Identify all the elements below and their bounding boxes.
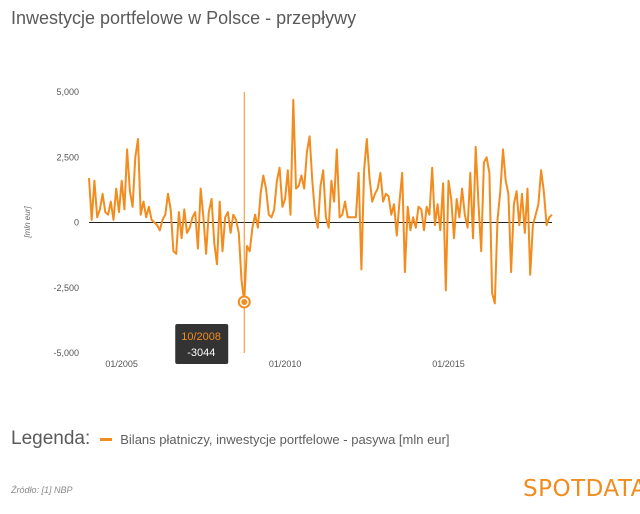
legend-swatch[interactable] (100, 437, 113, 441)
tooltip-value: -3044 (187, 347, 215, 359)
line-chart[interactable]: [mln eur] 5,000 2,500 0 -2,500 -5,000 01/200… (0, 0, 640, 420)
x-tick-label: 01/2010 (269, 359, 302, 369)
x-tick-label: 01/2015 (432, 359, 465, 369)
legend-series-label[interactable]: Bilans płatniczy, inwestycje portfelowe … (120, 431, 450, 447)
y-tick-label: 5,000 (56, 87, 79, 97)
legend: Legenda: Bilans płatniczy, inwestycje po… (11, 428, 449, 450)
y-tick-label: -5,000 (53, 348, 79, 358)
y-axis-label: [mln eur] (23, 206, 32, 239)
tooltip-date: 10/2008 (181, 331, 221, 343)
y-tick-label: 2,500 (56, 152, 79, 162)
source-note: Źródło: [1] NBP (11, 485, 73, 495)
y-tick-label: -2,500 (53, 283, 79, 293)
y-tick-label: 0 (74, 218, 79, 228)
legend-title: Legenda: (11, 428, 91, 449)
series-line[interactable] (88, 98, 553, 305)
tooltip-background (175, 324, 229, 364)
tooltip: 10/2008 -3044 (175, 324, 229, 364)
x-tick-label: 01/2005 (105, 359, 138, 369)
brand-logo: SPOTDATA (523, 476, 640, 502)
chart-title: Inwestycje portfelowe w Polsce - przepły… (11, 8, 357, 28)
highlight-marker-dot (241, 298, 248, 305)
